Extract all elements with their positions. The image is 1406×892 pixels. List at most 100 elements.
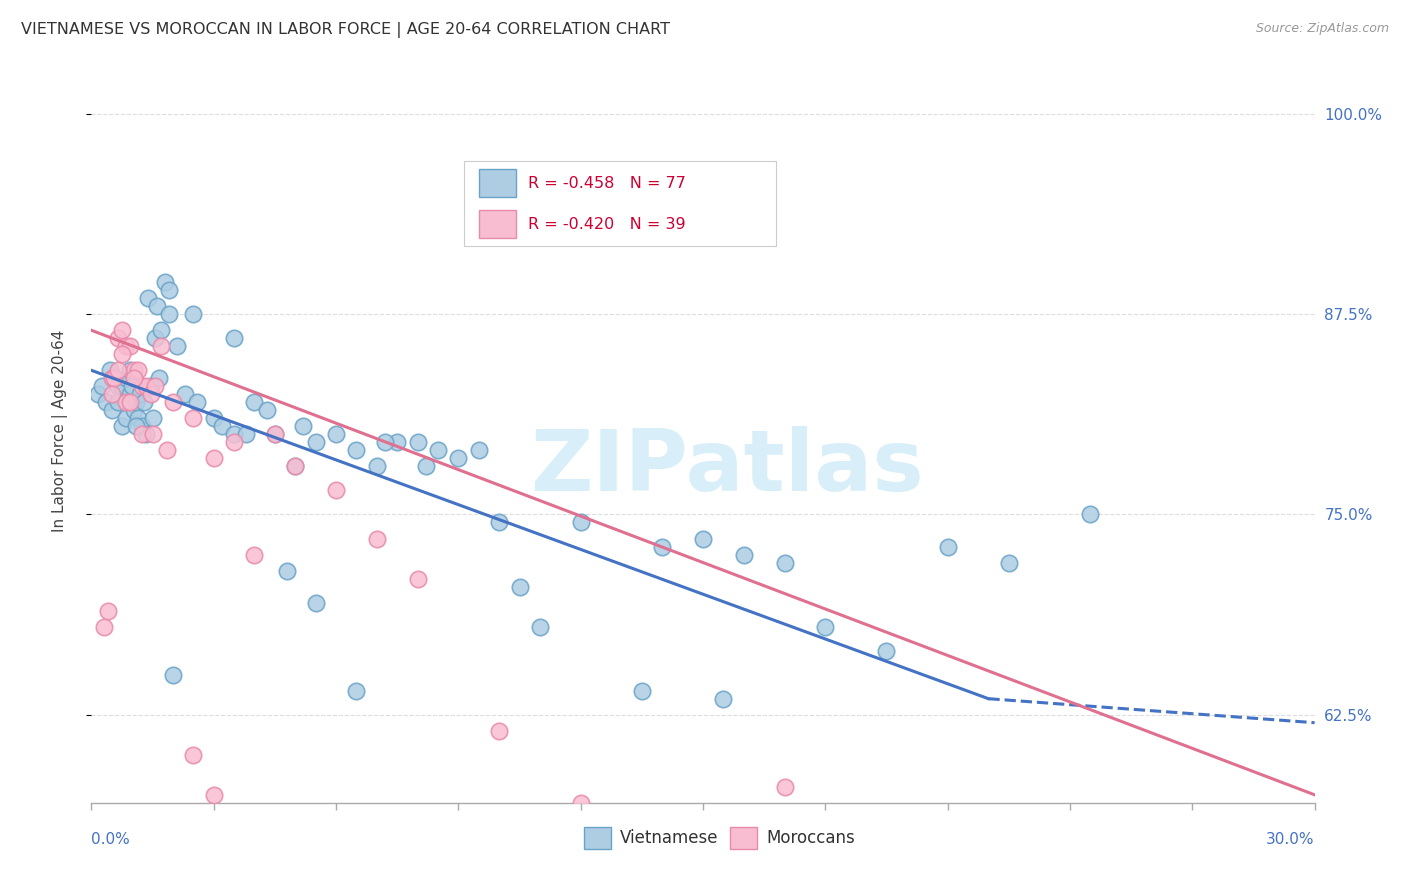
Point — [122, 403, 145, 417]
Point — [222, 435, 246, 450]
Point — [101, 387, 124, 401]
Point — [93, 619, 115, 633]
Bar — [730, 827, 756, 849]
Point — [149, 339, 172, 353]
Point — [143, 379, 166, 393]
Text: Source: ZipAtlas.com: Source: ZipAtlas.com — [1256, 22, 1389, 36]
Point — [875, 643, 898, 657]
Text: VIETNAMESE VS MOROCCAN IN LABOR FORCE | AGE 20-64 CORRELATION CHART: VIETNAMESE VS MOROCCAN IN LABOR FORCE | … — [21, 22, 671, 38]
Point — [101, 403, 124, 417]
Point — [149, 323, 172, 337]
Point — [222, 427, 246, 442]
Point — [385, 435, 409, 450]
Point — [148, 371, 170, 385]
Text: R = -0.458   N = 77: R = -0.458 N = 77 — [529, 176, 686, 191]
Point — [427, 443, 450, 458]
Point — [162, 667, 184, 681]
Point — [284, 459, 307, 474]
Point — [374, 435, 396, 450]
Point — [107, 331, 129, 345]
Point — [406, 435, 429, 450]
Point — [284, 459, 307, 474]
Point — [733, 548, 755, 562]
Point — [186, 395, 208, 409]
Point — [107, 395, 129, 409]
Point — [86, 387, 108, 401]
Point — [115, 411, 138, 425]
Point — [141, 411, 163, 425]
Point — [139, 379, 162, 393]
Point — [111, 379, 134, 393]
Point — [127, 411, 149, 425]
Point — [183, 747, 205, 762]
Point — [97, 604, 120, 618]
Point — [115, 395, 138, 409]
Point — [406, 572, 429, 586]
Point — [366, 459, 388, 474]
Point — [107, 363, 129, 377]
Text: Vietnamese: Vietnamese — [620, 829, 718, 847]
Point — [138, 291, 160, 305]
Point — [183, 411, 205, 425]
Point — [529, 619, 551, 633]
Point — [222, 331, 246, 345]
Bar — [585, 827, 612, 849]
Bar — [479, 169, 516, 197]
Point — [157, 283, 180, 297]
Bar — [479, 210, 516, 238]
Point — [143, 331, 166, 345]
Point — [569, 516, 592, 530]
Point — [202, 451, 225, 466]
Point — [115, 339, 138, 353]
Point — [139, 387, 162, 401]
Point — [111, 347, 134, 361]
Point — [211, 419, 233, 434]
Point — [125, 395, 148, 409]
Text: 30.0%: 30.0% — [1267, 831, 1315, 847]
Point — [346, 443, 368, 458]
Point — [103, 371, 125, 385]
Point — [141, 427, 163, 442]
Point — [127, 363, 149, 377]
Point — [166, 339, 188, 353]
Text: ZIPatlas: ZIPatlas — [530, 426, 924, 509]
Point — [814, 619, 837, 633]
Point — [467, 443, 491, 458]
Point — [569, 796, 592, 810]
Y-axis label: In Labor Force | Age 20-64: In Labor Force | Age 20-64 — [52, 329, 67, 532]
Point — [264, 427, 287, 442]
Point — [90, 379, 112, 393]
Point — [304, 596, 326, 610]
Point — [131, 379, 153, 393]
Point — [488, 516, 510, 530]
Point — [773, 780, 796, 794]
Point — [120, 339, 142, 353]
Point — [125, 419, 148, 434]
Point — [509, 580, 531, 594]
Point — [135, 427, 157, 442]
Point — [276, 564, 298, 578]
Point — [101, 371, 124, 385]
Point — [243, 395, 266, 409]
Point — [651, 540, 673, 554]
Point — [98, 363, 121, 377]
Point — [1080, 508, 1102, 522]
Point — [202, 411, 225, 425]
Point — [94, 395, 117, 409]
Point — [447, 451, 470, 466]
Point — [631, 683, 654, 698]
Point — [153, 275, 176, 289]
Point — [131, 419, 153, 434]
Point — [998, 556, 1021, 570]
Point — [134, 395, 156, 409]
Point — [115, 371, 138, 385]
Point — [325, 483, 347, 498]
Point — [122, 363, 145, 377]
Point — [120, 387, 142, 401]
Point — [111, 323, 134, 337]
Point — [120, 395, 142, 409]
Point — [120, 363, 142, 377]
Point — [157, 307, 180, 321]
Point — [111, 419, 134, 434]
Text: 0.0%: 0.0% — [91, 831, 131, 847]
